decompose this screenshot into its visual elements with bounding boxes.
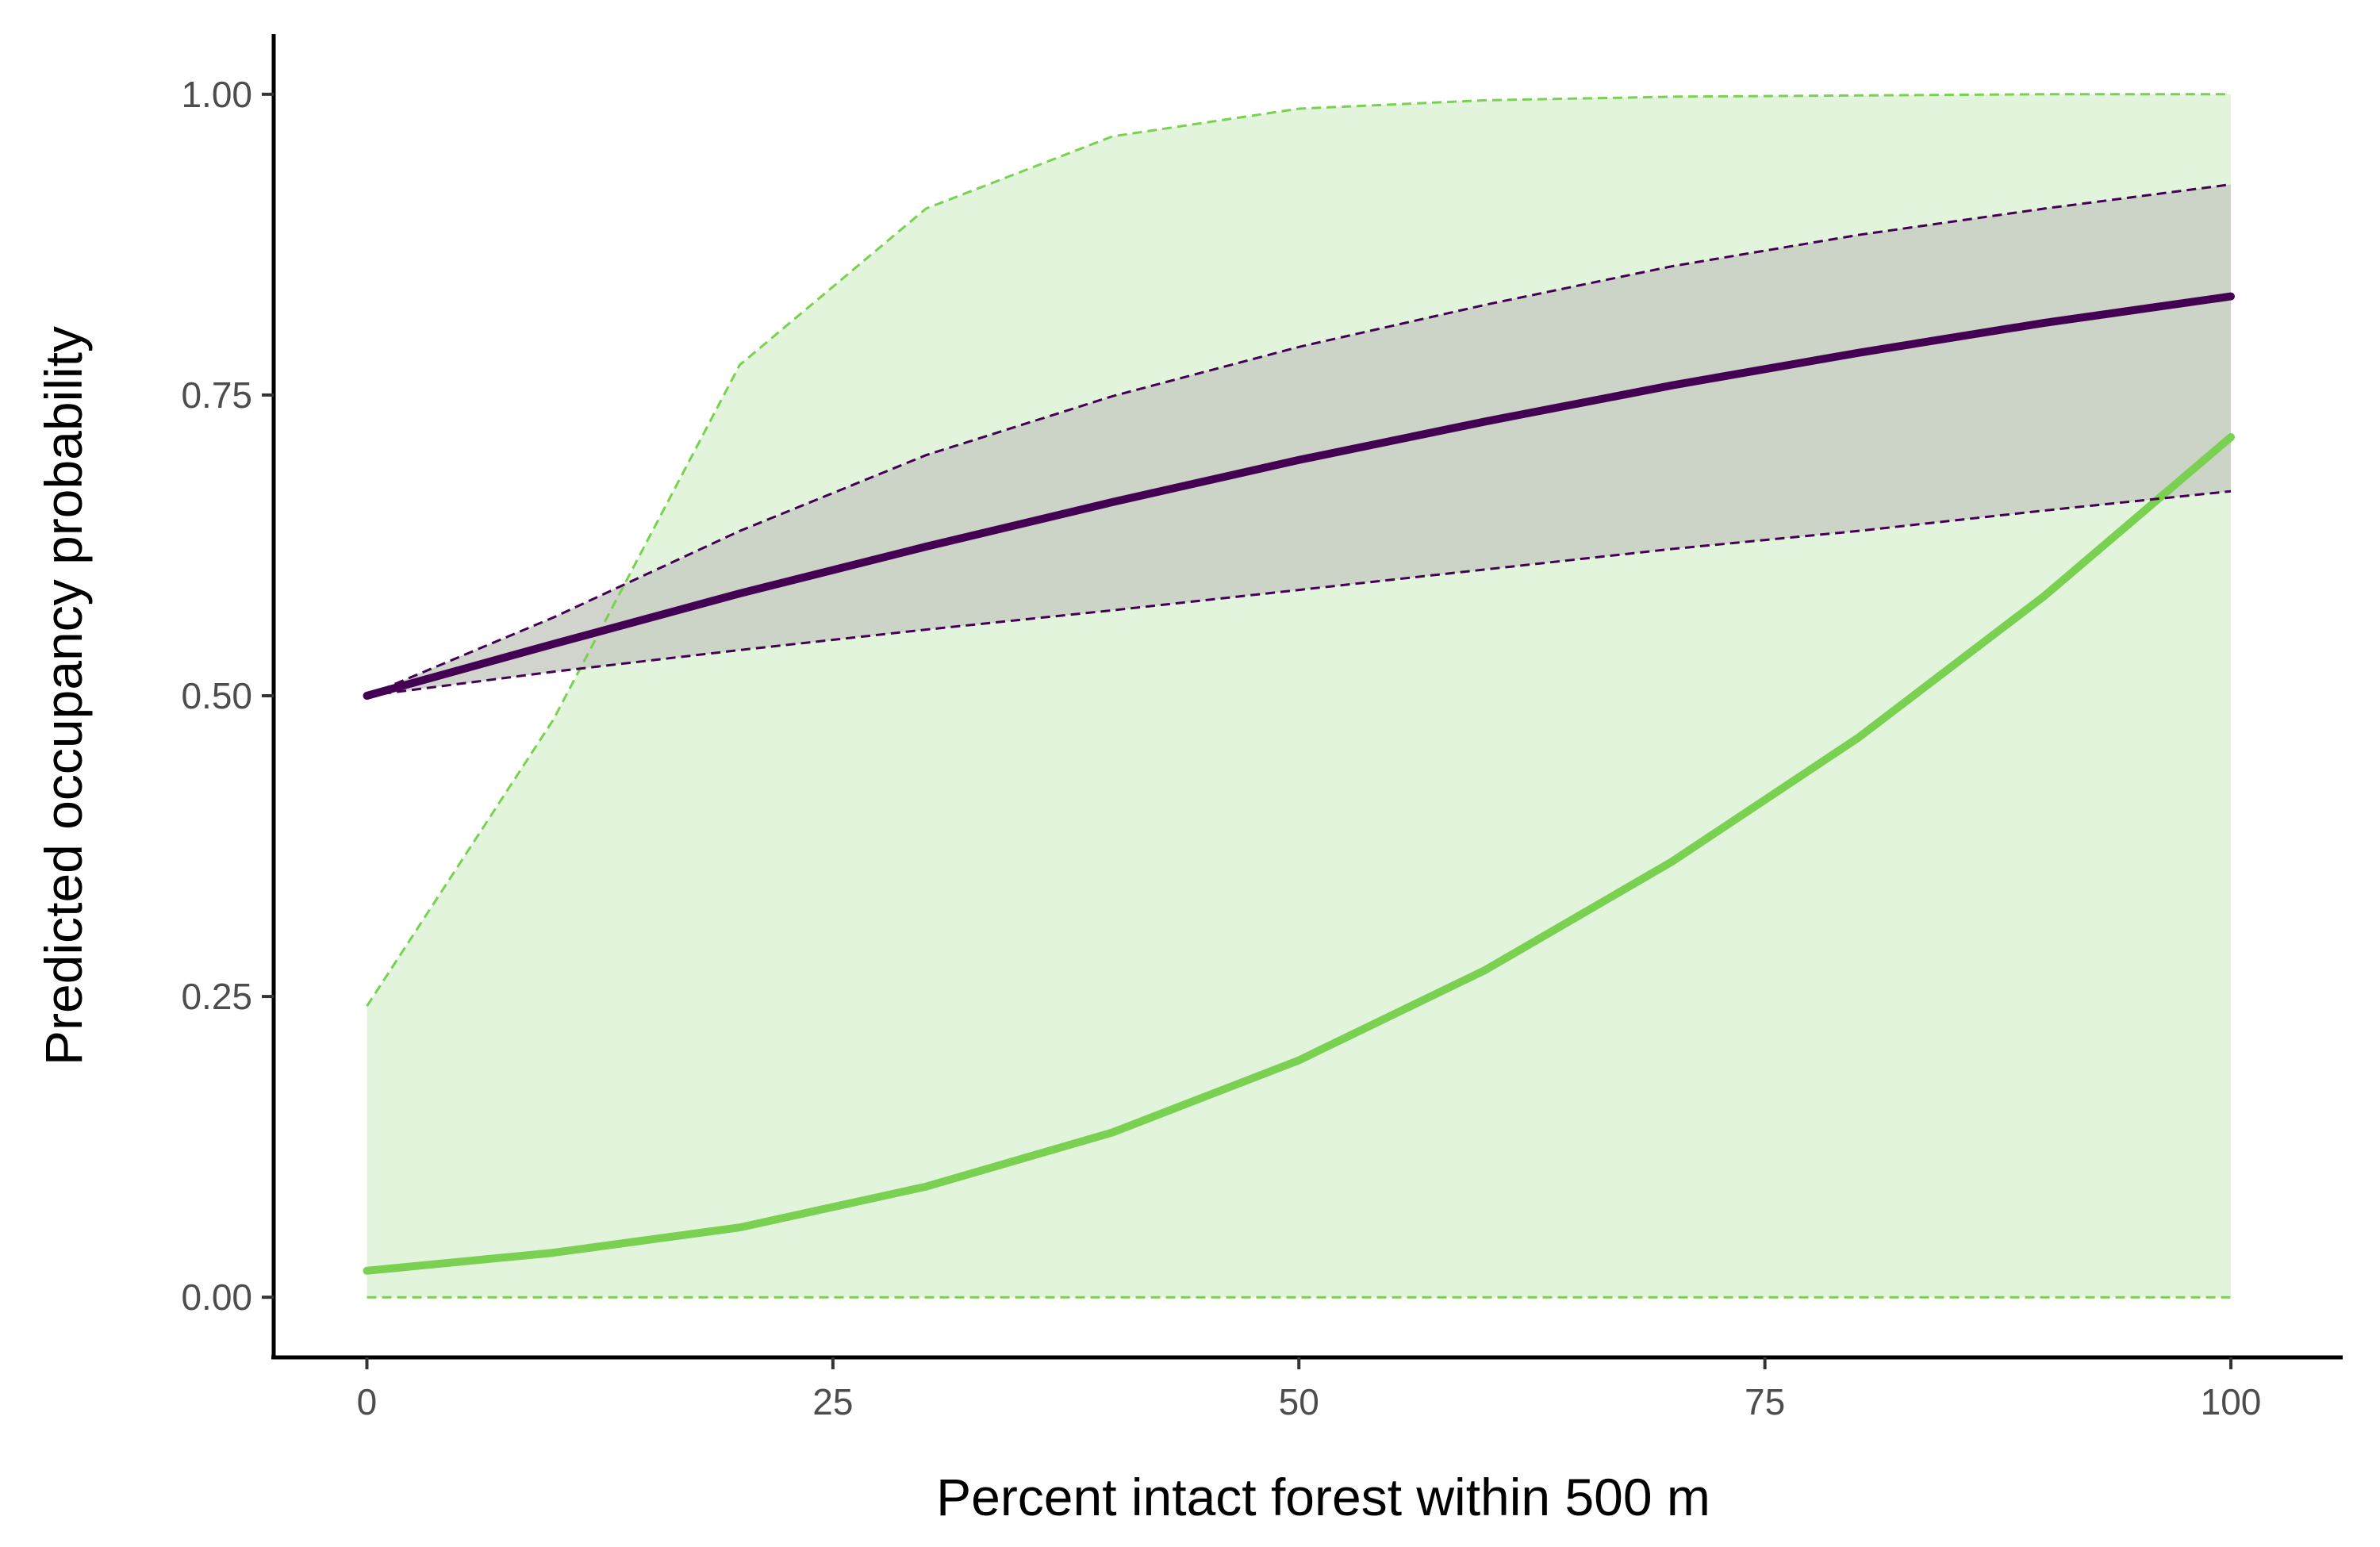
y-axis-ticks: 0.00 0.25 0.50 0.75 1.00: [181, 74, 274, 1318]
x-tick-label: 100: [2201, 1381, 2262, 1422]
ci-upper-line-2: [366, 183, 2232, 697]
ci-lower-line-2: [367, 489, 2232, 697]
series-lines: [363, 93, 2235, 1299]
confidence-bands: [367, 94, 2231, 1298]
series-line-1: [363, 433, 2235, 1275]
x-tick-label: 25: [812, 1381, 853, 1422]
y-tick-label: 0.00: [181, 1276, 252, 1318]
y-tick-label: 1.00: [181, 74, 252, 115]
series-line-2: [363, 292, 2235, 700]
x-axis-title: Percent intact forest within 500 m: [936, 1468, 1710, 1526]
y-tick-label: 0.75: [181, 374, 252, 416]
x-tick-label: 75: [1745, 1381, 1785, 1422]
x-tick-label: 50: [1279, 1381, 1319, 1422]
y-axis-title: Predicted occupancy probability: [34, 326, 93, 1065]
y-tick-label: 0.50: [181, 675, 252, 716]
ci-upper-line-1: [366, 93, 2231, 1008]
x-axis-ticks: 0 25 50 75 100: [357, 1357, 2262, 1422]
y-tick-label: 0.25: [181, 976, 252, 1017]
x-tick-label: 0: [357, 1381, 378, 1422]
